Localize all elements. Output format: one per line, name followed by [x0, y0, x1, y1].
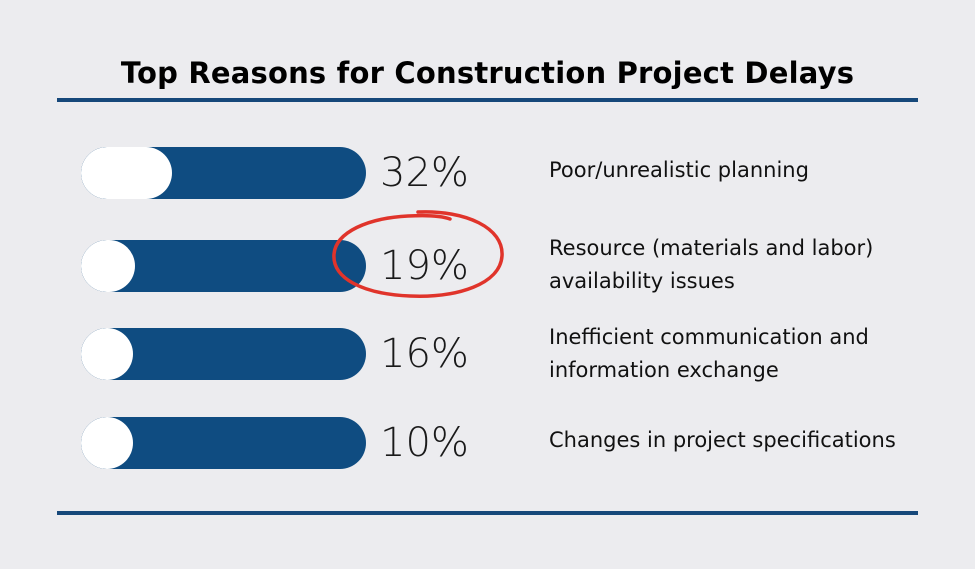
reason-label: Changes in project specifications [549, 424, 959, 457]
bar-pill [81, 417, 366, 469]
bar-knob [81, 240, 135, 292]
bar-pill [81, 240, 366, 292]
reason-label-line: Inefficient communication and [549, 325, 869, 349]
reason-label-line: Changes in project specifications [549, 428, 896, 452]
percent-label: 16% [380, 331, 469, 377]
percent-label: 19% [380, 243, 469, 289]
bottom-divider [57, 511, 918, 515]
reason-label: Resource (materials and labor) availabili… [549, 232, 959, 298]
bar-pill [81, 328, 366, 380]
reason-label: Poor/unrealistic planning [549, 154, 959, 187]
bar-pill [81, 147, 366, 199]
reason-label-line: Poor/unrealistic planning [549, 158, 809, 182]
reason-label: Inefficient communication and information… [549, 321, 959, 387]
bar-row: 10% [0, 411, 975, 471]
bar-row: 16% [0, 322, 975, 382]
chart-title: Top Reasons for Construction Project Del… [120, 56, 855, 90]
percent-label: 10% [380, 420, 469, 466]
reason-label-line: availability issues [549, 269, 735, 293]
bar-knob [81, 328, 133, 380]
title-divider [57, 98, 918, 102]
reason-label-line: Resource (materials and labor) [549, 236, 874, 260]
bar-knob [81, 147, 172, 199]
bar-knob [81, 417, 133, 469]
reason-label-line: information exchange [549, 358, 779, 382]
bar-row: 32% [0, 141, 975, 201]
percent-label: 32% [380, 150, 469, 196]
